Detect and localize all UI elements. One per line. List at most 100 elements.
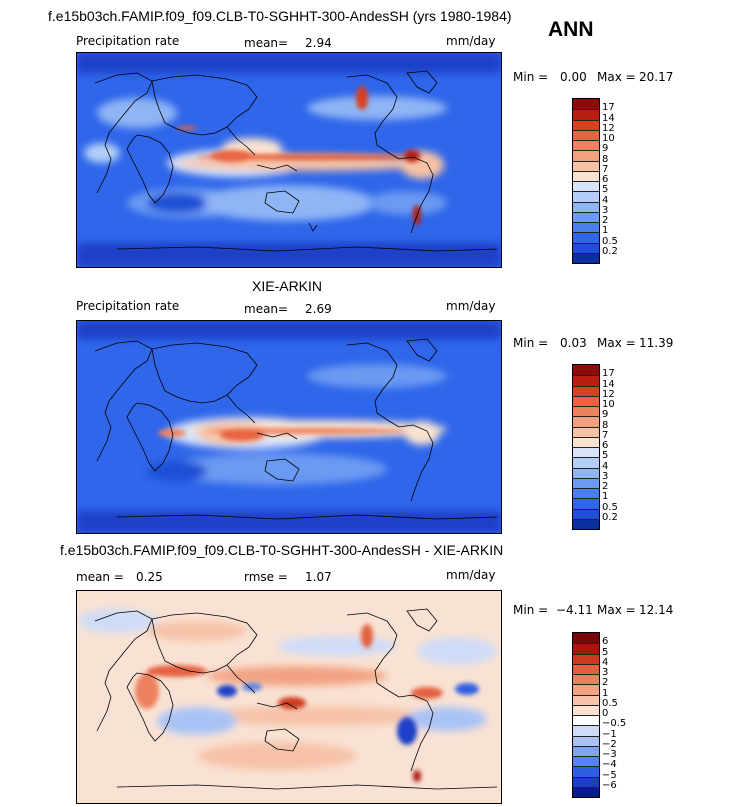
colorbar-swatch: [573, 663, 599, 674]
panel1-min-label: Min =: [513, 70, 549, 84]
colorbar-swatch: [573, 129, 599, 140]
colorbar-tick-label: 2: [602, 677, 609, 689]
colorbar-swatch: [573, 416, 599, 427]
colorbar-swatch: [573, 426, 599, 437]
colorbar-swatch: [573, 211, 599, 222]
colorbar-swatch: [573, 160, 599, 171]
colorbar-tick-label: 5: [602, 450, 609, 462]
colorbar-tick-label: 0.2: [602, 511, 618, 523]
colorbar-swatch: [573, 232, 599, 243]
colorbar-swatch: [573, 745, 599, 756]
panel1-mean-value: 2.94: [305, 36, 332, 50]
panel3-rmse-label: rmse =: [244, 570, 288, 584]
panel2-max-value: 11.39: [639, 336, 674, 350]
colorbar-tick-label: 10: [602, 133, 615, 144]
panel1-map: [76, 52, 502, 268]
colorbar-tick-label: 17: [602, 368, 615, 380]
panel3-mean-value: 0.25: [136, 570, 163, 584]
panel1-min-value: 0.00: [560, 70, 587, 84]
colorbar-swatch: [573, 109, 599, 120]
colorbar-tick-label: 3: [602, 204, 609, 216]
colorbar-swatch: [573, 436, 599, 447]
colorbar-tick-label: −1: [602, 728, 617, 740]
colorbar-tick-label: 12: [602, 122, 615, 134]
colorbar-tick-label: 2: [602, 215, 609, 226]
panel3-map: [76, 590, 502, 804]
season-label: ANN: [548, 18, 594, 41]
colorbar-swatch: [573, 242, 599, 253]
panel2-min-label: Min =: [513, 336, 549, 350]
colorbar-swatch: [573, 518, 599, 529]
colorbar-swatch: [573, 222, 599, 233]
colorbar-swatch: [573, 170, 599, 181]
colorbar-tick-label: −0.5: [602, 718, 627, 730]
colorbar-swatch: [573, 447, 599, 458]
colorbar-tick-label: 17: [602, 102, 615, 114]
panel1-colorbar-swatches: [572, 98, 600, 264]
colorbar-swatch: [573, 633, 599, 644]
colorbar-tick-label: 9: [602, 143, 609, 155]
panel2-map-svg: [77, 321, 501, 533]
panel1-coastlines: [94, 70, 498, 252]
panel3-coastlines: [94, 608, 498, 790]
panel3-map-svg: [77, 591, 501, 803]
panel3-units: mm/day: [446, 568, 496, 582]
colorbar-swatch: [573, 498, 599, 509]
colorbar-tick-label: 14: [602, 378, 615, 390]
colorbar-swatch: [573, 181, 599, 192]
colorbar-tick-label: 8: [602, 153, 609, 165]
panel1-mean-label: mean=: [244, 36, 289, 50]
panel3-mean-label: mean =: [76, 570, 124, 584]
colorbar-swatch: [573, 786, 599, 797]
colorbar-swatch: [573, 406, 599, 417]
colorbar-tick-label: 0.2: [602, 245, 618, 257]
colorbar-tick-label: 0: [602, 708, 609, 719]
panel2-mean-label: mean=: [244, 302, 289, 316]
colorbar-swatch: [573, 140, 599, 151]
colorbar-tick-label: 0.5: [602, 235, 618, 247]
colorbar-tick-label: 6: [602, 174, 609, 185]
colorbar-tick-label: 5: [602, 646, 609, 658]
colorbar-swatch: [573, 395, 599, 406]
colorbar-tick-label: −6: [602, 779, 617, 791]
panel2-max-label: Max =: [597, 336, 636, 350]
panel1-map-svg: [77, 53, 501, 267]
colorbar-swatch: [573, 508, 599, 519]
colorbar-tick-label: −3: [602, 749, 617, 760]
panel3-max-label: Max =: [597, 603, 636, 617]
panel3-max-value: 12.14: [639, 603, 674, 617]
colorbar-swatch: [573, 477, 599, 488]
panel3-colorbar-swatches: [572, 632, 600, 798]
colorbar-tick-label: 6: [602, 440, 609, 451]
colorbar-swatch: [573, 715, 599, 726]
colorbar-swatch: [573, 467, 599, 478]
colorbar-tick-label: 0.5: [602, 697, 618, 709]
panel1-variable-label: Precipitation rate: [76, 34, 180, 48]
panel1-max-label: Max =: [597, 70, 636, 84]
colorbar-tick-label: 3: [602, 470, 609, 482]
colorbar-swatch: [573, 684, 599, 695]
colorbar-swatch: [573, 674, 599, 685]
colorbar-tick-label: 7: [602, 429, 609, 441]
colorbar-tick-label: 10: [602, 399, 615, 410]
colorbar-swatch: [573, 643, 599, 654]
panel3-subtitle: f.e15b03ch.FAMIP.f09_f09.CLB-T0-SGHHT-30…: [60, 542, 504, 558]
colorbar-swatch: [573, 756, 599, 767]
panel2-units: mm/day: [446, 299, 496, 313]
colorbar-tick-label: 4: [602, 460, 609, 472]
colorbar-swatch: [573, 776, 599, 787]
colorbar-tick-label: 14: [602, 112, 615, 124]
panel2-min-value: 0.03: [560, 336, 587, 350]
colorbar-tick-label: 2: [602, 481, 609, 492]
colorbar-swatch: [573, 191, 599, 202]
colorbar-swatch: [573, 735, 599, 746]
colorbar-swatch: [573, 457, 599, 468]
colorbar-swatch: [573, 201, 599, 212]
panel3-rmse-value: 1.07: [305, 570, 332, 584]
colorbar-tick-label: 12: [602, 388, 615, 400]
colorbar-tick-label: 0.5: [602, 501, 618, 513]
panel1-units: mm/day: [446, 34, 496, 48]
colorbar-swatch: [573, 150, 599, 161]
colorbar-tick-label: 8: [602, 419, 609, 431]
colorbar-swatch: [573, 725, 599, 736]
